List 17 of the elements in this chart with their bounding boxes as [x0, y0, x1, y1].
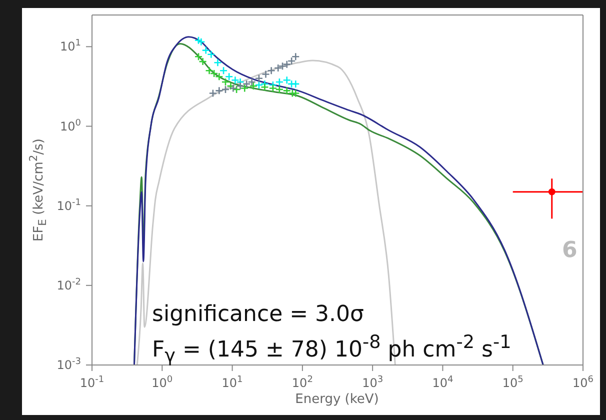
annotation: 6 — [562, 238, 578, 263]
x-tick-label: 10$^{-1}$ — [80, 375, 104, 390]
x-tick-label: 10$^{2}$ — [292, 375, 313, 390]
y-tick-label: 10$^{1}$ — [60, 38, 81, 54]
x-tick-label: 10$^{3}$ — [362, 375, 384, 390]
y-tick-label: 10$^{-1}$ — [56, 198, 81, 213]
x-tick-label: 10$^{1}$ — [222, 375, 243, 390]
x-tick-label: 10$^{0}$ — [152, 375, 173, 390]
x-tick-label: 10$^{6}$ — [572, 375, 594, 390]
annotation: F$_{γ}$ = (145 ± 78) 10$^{-8}$ ph cm$^{-2}$ s$^{-1}$ — [152, 332, 512, 367]
annotation: significance = 3.0σ — [152, 302, 364, 327]
x-tick-label: 10$^{4}$ — [432, 375, 454, 390]
y-tick-label: 10$^{-2}$ — [56, 277, 81, 292]
y-tick-label: 10$^{0}$ — [60, 118, 82, 134]
y-tick-label: 10$^{-3}$ — [56, 357, 81, 372]
x-tick-label: 10$^{5}$ — [502, 375, 524, 390]
x-axis-title: Energy (keV) — [295, 392, 379, 407]
